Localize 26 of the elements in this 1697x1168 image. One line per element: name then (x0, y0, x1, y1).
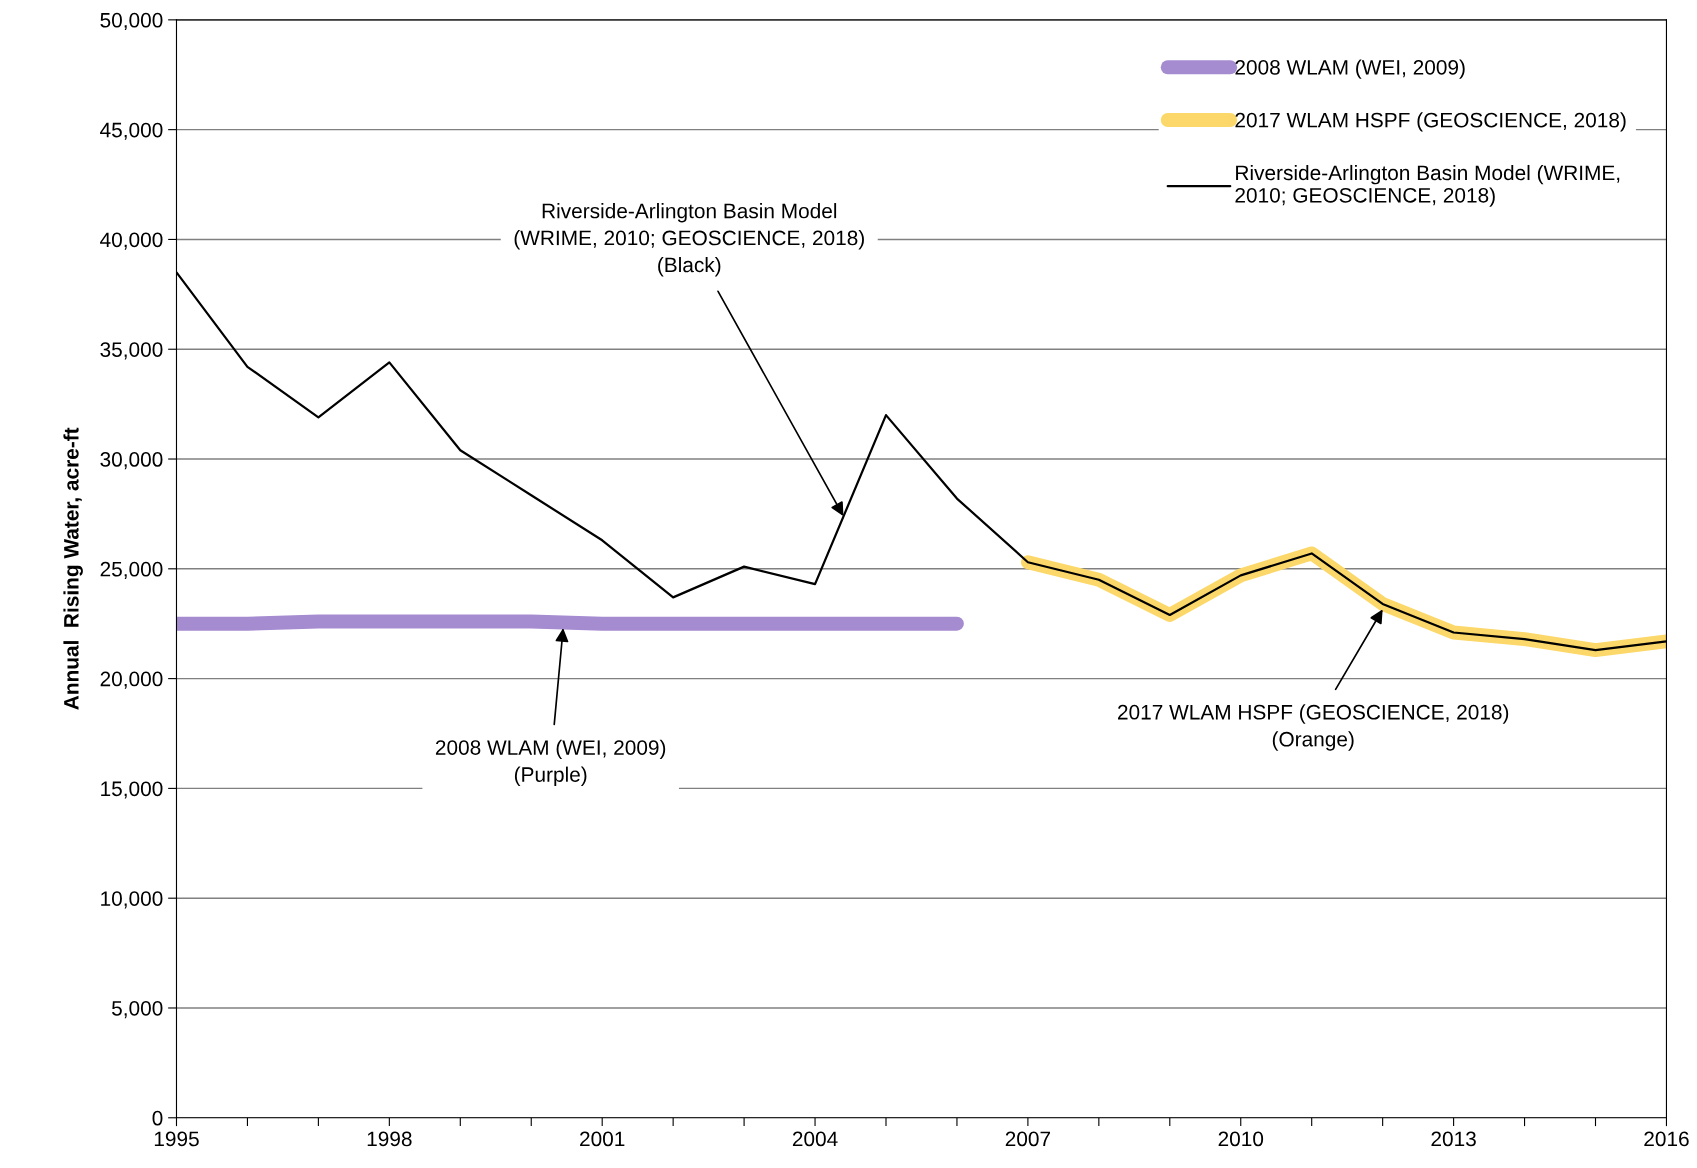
y-axis-title: Annual Rising Water, acre-ft (63, 427, 83, 710)
y-tick-label: 45,000 (100, 122, 163, 140)
x-tick-label: 1998 (367, 1131, 412, 1147)
y-tick-label: 35,000 (100, 342, 163, 360)
legend-label: Riverside-Arlington Basin Model (WRIME, 2010; GEOSCIENCE, 2018) (1235, 164, 1620, 207)
y-tick-label: 30,000 (100, 452, 163, 470)
annotation: 2008 WLAM (WEI, 2009) (Purple) (435, 739, 666, 787)
y-tick-label: 5,000 (112, 1000, 163, 1019)
legend-label: 2008 WLAM (WEI, 2009) (1235, 59, 1465, 79)
annotation: 2017 WLAM HSPF (GEOSCIENCE, 2018) (Orange) (1118, 704, 1509, 751)
y-tick-label: 50,000 (100, 12, 163, 31)
x-tick-label: 2013 (1431, 1131, 1476, 1147)
y-tick-label: 40,000 (100, 232, 163, 250)
y-tick-label: 20,000 (100, 671, 163, 689)
x-tick-label: 1995 (154, 1131, 199, 1147)
x-tick-label: 2010 (1218, 1131, 1264, 1147)
y-tick-label: 10,000 (101, 891, 163, 909)
y-tick-label: 15,000 (101, 781, 163, 799)
x-tick-label: 2001 (580, 1131, 625, 1147)
x-tick-label: 2004 (792, 1131, 838, 1147)
y-tick-label: 25,000 (100, 561, 163, 580)
annotation: Riverside-Arlington Basin Model (WRIME, 2010; GEOSCIENCE, 2018) (Black) (514, 203, 864, 277)
x-tick-label: 2016 (1644, 1131, 1689, 1147)
y-tick-label: 0 (152, 1110, 163, 1126)
x-tick-label: 2007 (1005, 1131, 1051, 1147)
legend-label: 2017 WLAM HSPF (GEOSCIENCE, 2018) (1235, 112, 1626, 132)
